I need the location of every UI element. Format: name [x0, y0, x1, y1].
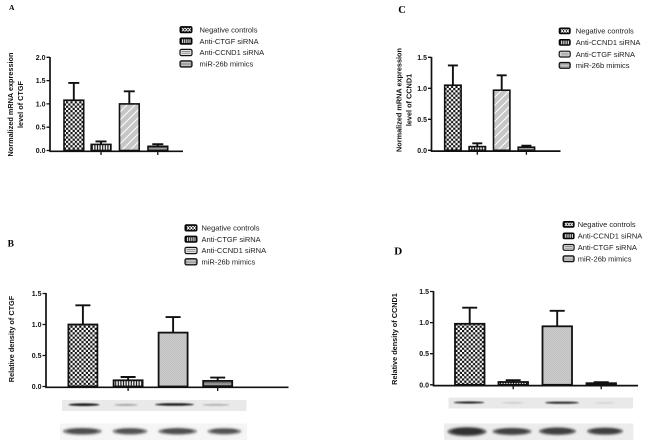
svg-text:0.5: 0.5	[419, 351, 429, 358]
svg-text:1.0: 1.0	[417, 86, 427, 93]
svg-text:Anti-CCND1 siRNA: Anti-CCND1 siRNA	[200, 48, 265, 57]
svg-text:1.5: 1.5	[419, 289, 429, 296]
svg-text:miR-26b mimics: miR-26b mimics	[576, 61, 630, 70]
svg-text:1.0: 1.0	[419, 320, 429, 327]
svg-text:A: A	[9, 3, 15, 12]
svg-text:1.5: 1.5	[36, 78, 46, 85]
svg-text:D: D	[394, 245, 402, 257]
svg-text:0.0: 0.0	[419, 382, 429, 389]
svg-text:0.5: 0.5	[36, 125, 46, 132]
svg-text:B: B	[8, 239, 15, 249]
svg-text:miR-26b mimics: miR-26b mimics	[202, 258, 256, 267]
svg-text:Anti-CCND1 siRNA: Anti-CCND1 siRNA	[202, 246, 267, 255]
svg-text:Anti-CCND1 siRNA: Anti-CCND1 siRNA	[576, 38, 641, 47]
svg-text:1.5: 1.5	[417, 55, 427, 62]
svg-text:Relative density of CCND1: Relative density of CCND1	[390, 293, 399, 385]
svg-text:C: C	[398, 5, 406, 16]
svg-text:Negative controls: Negative controls	[576, 27, 634, 36]
svg-text:miR-26b mimics: miR-26b mimics	[578, 254, 632, 263]
svg-text:Negative controls: Negative controls	[200, 25, 258, 34]
svg-text:Anti-CTGF siRNA: Anti-CTGF siRNA	[200, 37, 259, 46]
svg-text:Negative controls: Negative controls	[202, 224, 260, 233]
svg-text:0.0: 0.0	[36, 148, 46, 155]
svg-text:Anti-CCND1 siRNA: Anti-CCND1 siRNA	[578, 232, 643, 241]
svg-text:Normalized mRNA expression: Normalized mRNA expression	[6, 53, 15, 157]
svg-text:1.0: 1.0	[32, 322, 42, 329]
svg-text:level of CCND1: level of CCND1	[405, 74, 414, 126]
svg-text:0.0: 0.0	[32, 384, 42, 391]
svg-text:0.5: 0.5	[417, 117, 427, 124]
svg-text:Anti-CTGF siRNA: Anti-CTGF siRNA	[202, 235, 261, 244]
svg-text:Anti-CTGF siRNA: Anti-CTGF siRNA	[576, 50, 635, 59]
svg-text:miR-26b mimics: miR-26b mimics	[200, 60, 254, 69]
svg-text:Anti-CTGF siRNA: Anti-CTGF siRNA	[578, 243, 637, 252]
svg-text:2.0: 2.0	[36, 55, 46, 62]
svg-text:Negative controls: Negative controls	[578, 220, 636, 229]
svg-text:0.5: 0.5	[32, 353, 42, 360]
svg-text:level of CTGF: level of CTGF	[16, 80, 25, 128]
svg-text:1.5: 1.5	[32, 291, 42, 298]
svg-text:0.0: 0.0	[417, 148, 427, 155]
svg-text:1.0: 1.0	[36, 101, 46, 108]
svg-text:Relative density of CTGF: Relative density of CTGF	[7, 295, 16, 382]
svg-text:Normalized mRNA expression: Normalized mRNA expression	[394, 48, 403, 152]
